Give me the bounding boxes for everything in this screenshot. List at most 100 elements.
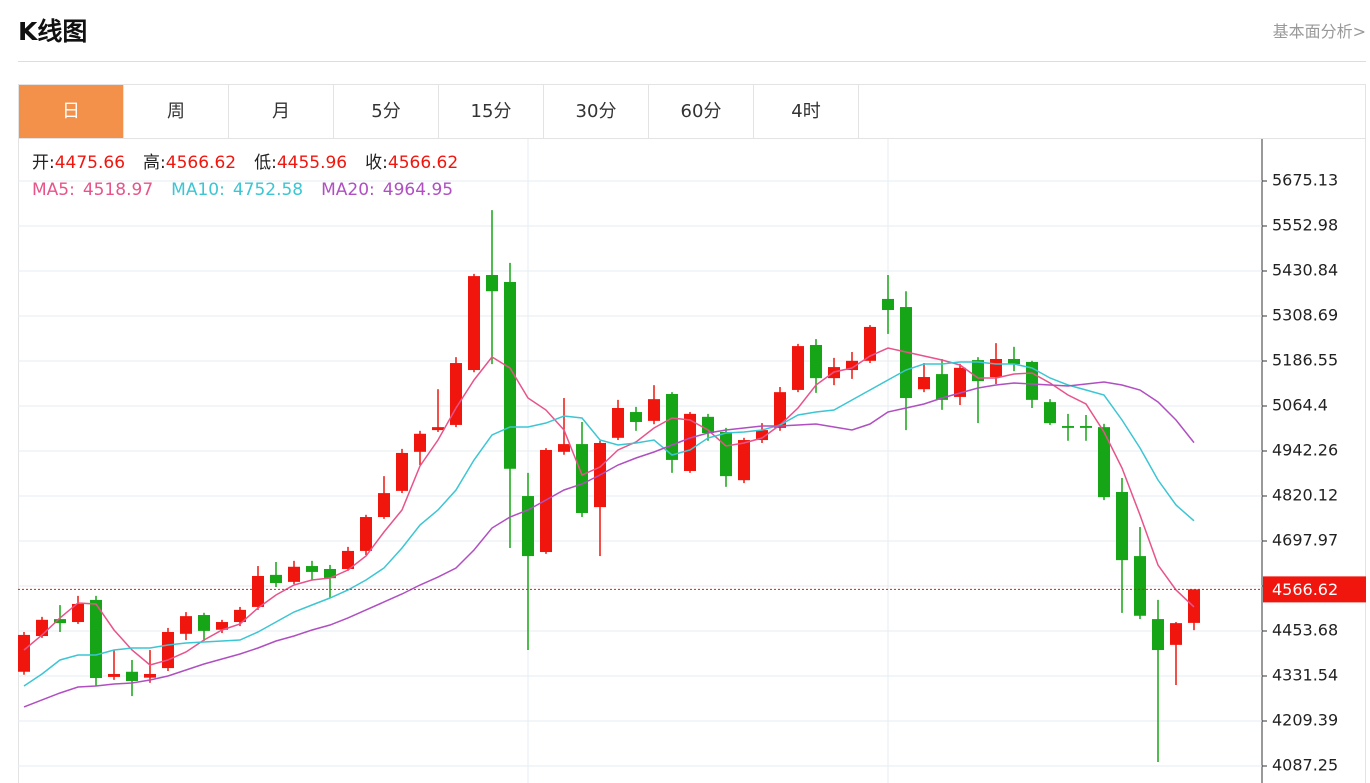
candle-body bbox=[954, 367, 966, 397]
y-tick-label: 4209.39 bbox=[1272, 710, 1338, 729]
candle-body bbox=[756, 430, 768, 441]
price-tag-label: 4566.62 bbox=[1272, 580, 1338, 599]
period-tab[interactable]: 4时 bbox=[754, 85, 859, 138]
candle-body bbox=[576, 444, 588, 513]
chart-frame bbox=[18, 138, 1366, 783]
candle-body bbox=[1062, 426, 1074, 428]
page-title: K线图 bbox=[18, 17, 88, 46]
candle-body bbox=[108, 673, 120, 677]
y-tick-label: 5675.13 bbox=[1272, 170, 1338, 189]
candle-body bbox=[504, 281, 516, 469]
period-tab[interactable]: 周 bbox=[124, 85, 229, 138]
ohlc-label: 低: bbox=[254, 153, 277, 173]
candle-body bbox=[882, 298, 894, 310]
y-tick-label: 4820.12 bbox=[1272, 485, 1338, 504]
price-tag bbox=[1263, 576, 1366, 603]
candle-body bbox=[1098, 427, 1110, 498]
candle-body bbox=[414, 433, 426, 452]
y-tick-label: 5430.84 bbox=[1272, 260, 1338, 279]
candle-body bbox=[864, 326, 876, 361]
y-tick-label: 4453.68 bbox=[1272, 620, 1338, 639]
ohlc-value: 4475.66 bbox=[55, 153, 125, 173]
legend-value: 4964.95 bbox=[383, 180, 453, 200]
candle-body bbox=[630, 412, 642, 422]
period-tab[interactable]: 30分 bbox=[544, 85, 649, 138]
candle-body bbox=[1044, 402, 1056, 424]
candle-body bbox=[252, 575, 264, 607]
candle-body bbox=[342, 550, 354, 569]
candle-body bbox=[1116, 491, 1128, 561]
fundamental-link[interactable]: 基本面分析> bbox=[1272, 22, 1366, 41]
candle-body bbox=[1008, 358, 1020, 365]
period-tab[interactable]: 15分 bbox=[439, 85, 544, 138]
candle-body bbox=[1170, 623, 1182, 645]
ma-line bbox=[23, 361, 1195, 687]
legend-name: MA20: bbox=[321, 180, 375, 200]
candle-body bbox=[216, 622, 228, 630]
candle-body bbox=[648, 399, 660, 421]
candle-body bbox=[18, 634, 30, 672]
candle-body bbox=[126, 671, 138, 681]
candle-body bbox=[522, 496, 534, 557]
candle-body bbox=[54, 619, 66, 624]
legend-value: 4752.58 bbox=[233, 180, 303, 200]
ohlc-value: 4566.62 bbox=[388, 153, 458, 173]
candle-body bbox=[540, 449, 552, 553]
candle-body bbox=[720, 431, 732, 477]
ohlc-info: 开:4475.66 高:4566.62 低:4455.96 收:4566.62 bbox=[32, 153, 458, 173]
candle-body bbox=[270, 574, 282, 583]
y-tick-label: 5308.69 bbox=[1272, 305, 1338, 324]
candle-body bbox=[558, 444, 570, 452]
ohlc-label: 高: bbox=[143, 153, 166, 173]
candle-body bbox=[306, 566, 318, 572]
y-tick-label: 4697.97 bbox=[1272, 530, 1338, 549]
ma-line bbox=[23, 381, 1195, 708]
period-tab[interactable]: 月 bbox=[229, 85, 334, 138]
candle-body bbox=[144, 673, 156, 678]
legend-value: 4518.97 bbox=[83, 180, 153, 200]
candle-body bbox=[918, 377, 930, 390]
candle-body bbox=[288, 566, 300, 582]
candle-body bbox=[90, 599, 102, 679]
candle-body bbox=[1134, 556, 1146, 616]
candle-body bbox=[450, 363, 462, 425]
divider bbox=[18, 61, 1366, 62]
candle-body bbox=[162, 631, 174, 669]
y-tick-label: 5064.4 bbox=[1272, 395, 1328, 414]
candle-body bbox=[792, 346, 804, 390]
y-tick-label: 4331.54 bbox=[1272, 665, 1338, 684]
candle-body bbox=[774, 392, 786, 428]
y-tick-label: 4942.26 bbox=[1272, 440, 1338, 459]
ma-legend: MA5: 4518.97 MA10: 4752.58 MA20: 4964.95 bbox=[32, 180, 453, 200]
y-tick-label: 5186.55 bbox=[1272, 350, 1338, 369]
candle-body bbox=[1026, 361, 1038, 400]
ohlc-label: 收: bbox=[365, 153, 388, 173]
period-tab[interactable]: 日 bbox=[19, 85, 124, 138]
ohlc-value: 4455.96 bbox=[277, 153, 347, 173]
candle-body bbox=[1080, 426, 1092, 428]
candle-body bbox=[360, 517, 372, 551]
period-tab[interactable]: 5分 bbox=[334, 85, 439, 138]
candle-body bbox=[432, 427, 444, 431]
candle-body bbox=[324, 568, 336, 579]
candle-body bbox=[396, 452, 408, 491]
candle-body bbox=[234, 609, 246, 623]
legend-name: MA5: bbox=[32, 180, 75, 200]
candle-body bbox=[846, 360, 858, 371]
candle-body bbox=[180, 616, 192, 634]
candle-body bbox=[468, 276, 480, 371]
candle-body bbox=[990, 358, 1002, 378]
candle-body bbox=[810, 344, 822, 379]
candle-body bbox=[198, 615, 210, 631]
candle-body bbox=[1152, 619, 1164, 651]
period-tab[interactable]: 60分 bbox=[649, 85, 754, 138]
y-tick-label: 4087.25 bbox=[1272, 755, 1338, 774]
candle-body bbox=[36, 619, 48, 637]
candle-body bbox=[738, 440, 750, 481]
period-tabs: 日周月 5分 15分 30分 60分 4时 bbox=[18, 84, 1366, 138]
y-tick-label: 5552.98 bbox=[1272, 215, 1338, 234]
ohlc-value: 4566.62 bbox=[166, 153, 236, 173]
candle-body bbox=[612, 407, 624, 438]
